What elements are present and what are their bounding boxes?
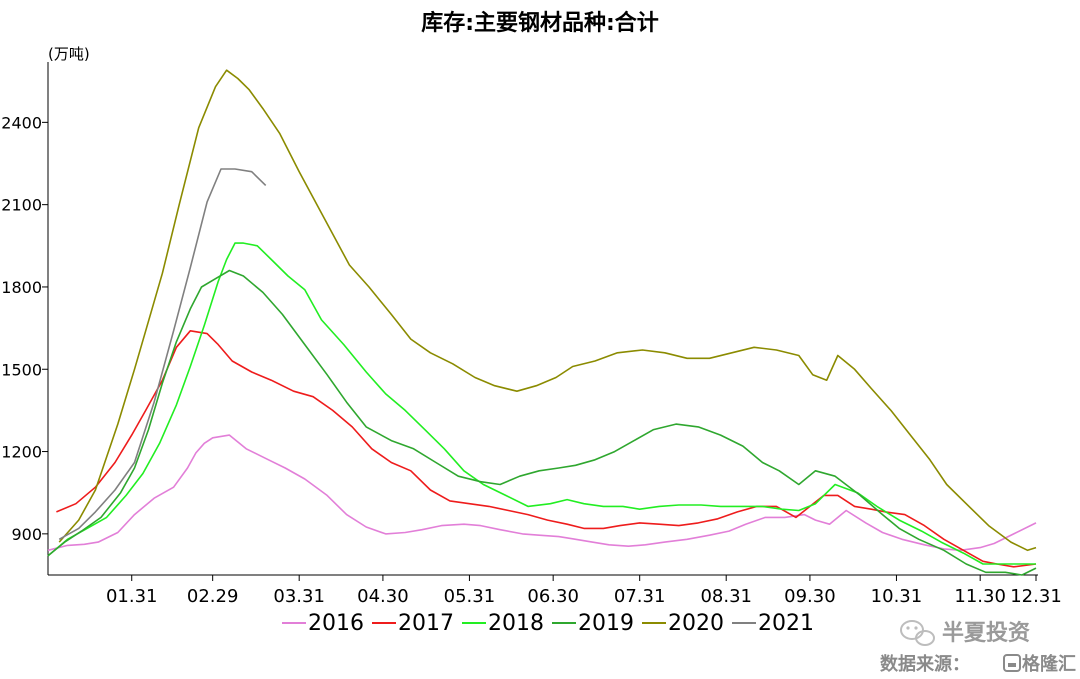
series-lines bbox=[47, 69, 1037, 576]
watermark-brand: 半夏投资 bbox=[942, 621, 1030, 646]
x-tick-label: 09.30 bbox=[784, 586, 836, 607]
legend-label-2019: 2019 bbox=[578, 611, 634, 636]
series-line-2021 bbox=[58, 168, 267, 540]
series-line-2019 bbox=[47, 269, 1037, 576]
legend-label-2018: 2018 bbox=[488, 611, 544, 636]
watermark-logo-text: 格隆汇 bbox=[1022, 653, 1076, 675]
x-ticks: 01.31 02.29 03.31 04.30 05.31 06.30 07.31 08.31… bbox=[106, 575, 1062, 607]
watermark-source: 数据来源： bbox=[880, 653, 970, 675]
y-ticks: 900 1200 1500 1800 2100 2400 bbox=[1, 113, 48, 544]
x-tick-label: 05.31 bbox=[444, 586, 496, 607]
x-tick-label: 04.30 bbox=[357, 586, 409, 607]
x-tick-label: 02.29 bbox=[187, 586, 239, 607]
y-tick-label: 1800 bbox=[1, 278, 42, 297]
legend-label-2021: 2021 bbox=[758, 611, 814, 636]
wechat-icon bbox=[900, 620, 935, 646]
x-tick-label: 11.30 bbox=[954, 586, 1006, 607]
x-tick-label: 07.31 bbox=[614, 586, 666, 607]
legend-label-2020: 2020 bbox=[668, 611, 724, 636]
legend-label-2016: 2016 bbox=[308, 611, 364, 636]
series-line-2017 bbox=[56, 329, 1037, 568]
series-line-2020 bbox=[58, 69, 1037, 552]
y-tick-label: 1500 bbox=[1, 360, 42, 379]
y-tick-label: 2400 bbox=[1, 113, 42, 132]
watermark: 半夏投资 数据来源： 格隆汇 bbox=[880, 620, 1076, 675]
x-tick-label: 10.31 bbox=[871, 586, 923, 607]
x-tick-label: 03.31 bbox=[273, 586, 325, 607]
legend-label-2017: 2017 bbox=[398, 611, 454, 636]
x-tick-label: 12.31 bbox=[1010, 586, 1062, 607]
y-tick-label: 2100 bbox=[1, 196, 42, 215]
y-unit-label: (万吨) bbox=[48, 45, 90, 63]
series-line-2018 bbox=[47, 242, 1036, 565]
gelonghui-logo-icon bbox=[1003, 654, 1021, 672]
x-tick-label: 01.31 bbox=[106, 586, 158, 607]
x-tick-label: 08.31 bbox=[700, 586, 752, 607]
x-tick-label: 06.30 bbox=[527, 586, 579, 607]
legend: 2016 2017 2018 2019 2020 2021 bbox=[282, 611, 814, 636]
series-line-2016 bbox=[47, 434, 1037, 552]
chart-title: 库存:主要钢材品种:合计 bbox=[421, 10, 659, 36]
y-tick-label: 1200 bbox=[1, 443, 42, 462]
y-tick-label: 900 bbox=[11, 525, 42, 544]
